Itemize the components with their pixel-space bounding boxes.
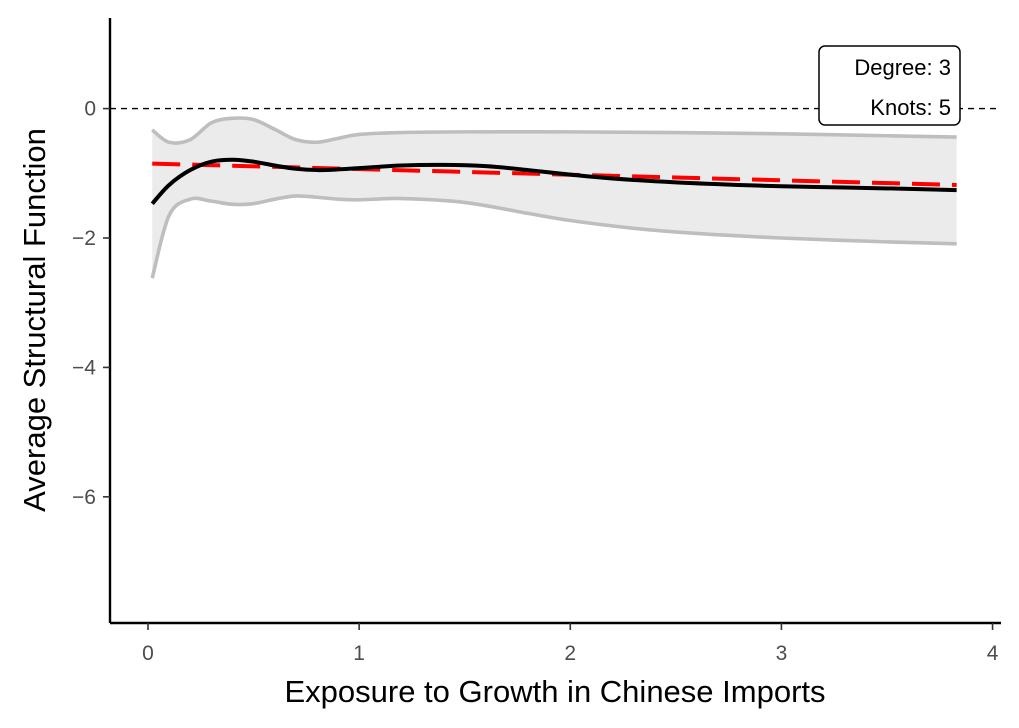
y-tick-label: −2 <box>72 227 96 250</box>
confidence-band <box>152 117 957 279</box>
estimate-line <box>150 157 957 206</box>
x-tick-label: 2 <box>564 642 576 665</box>
x-ticks: 0 1 2 3 4 <box>142 623 999 665</box>
y-tick-label: 0 <box>84 98 96 121</box>
upper-bound-line <box>151 116 957 145</box>
annotation-degree-label: Degree: 3 <box>854 55 951 80</box>
x-tick-label: 3 <box>776 642 788 665</box>
lower-bound-line <box>150 194 957 279</box>
y-axis-title: Average Structural Function <box>17 128 52 512</box>
annotation-knots-label: Knots: 5 <box>870 95 951 120</box>
x-axis-title: Exposure to Growth in Chinese Imports <box>284 674 825 709</box>
annotation-box: Degree: 3 Knots: 5 <box>818 45 961 126</box>
y-tick-label: −4 <box>72 356 96 379</box>
y-tick-label: −6 <box>72 486 96 509</box>
annotation-frame <box>818 45 961 126</box>
x-tick-label: 4 <box>987 642 999 665</box>
confidence-band-layer <box>152 117 957 279</box>
x-tick-label: 1 <box>353 642 365 665</box>
series-layer <box>150 116 957 279</box>
x-tick-label: 0 <box>142 642 154 665</box>
y-ticks: 0 −2 −4 −6 <box>72 98 110 509</box>
